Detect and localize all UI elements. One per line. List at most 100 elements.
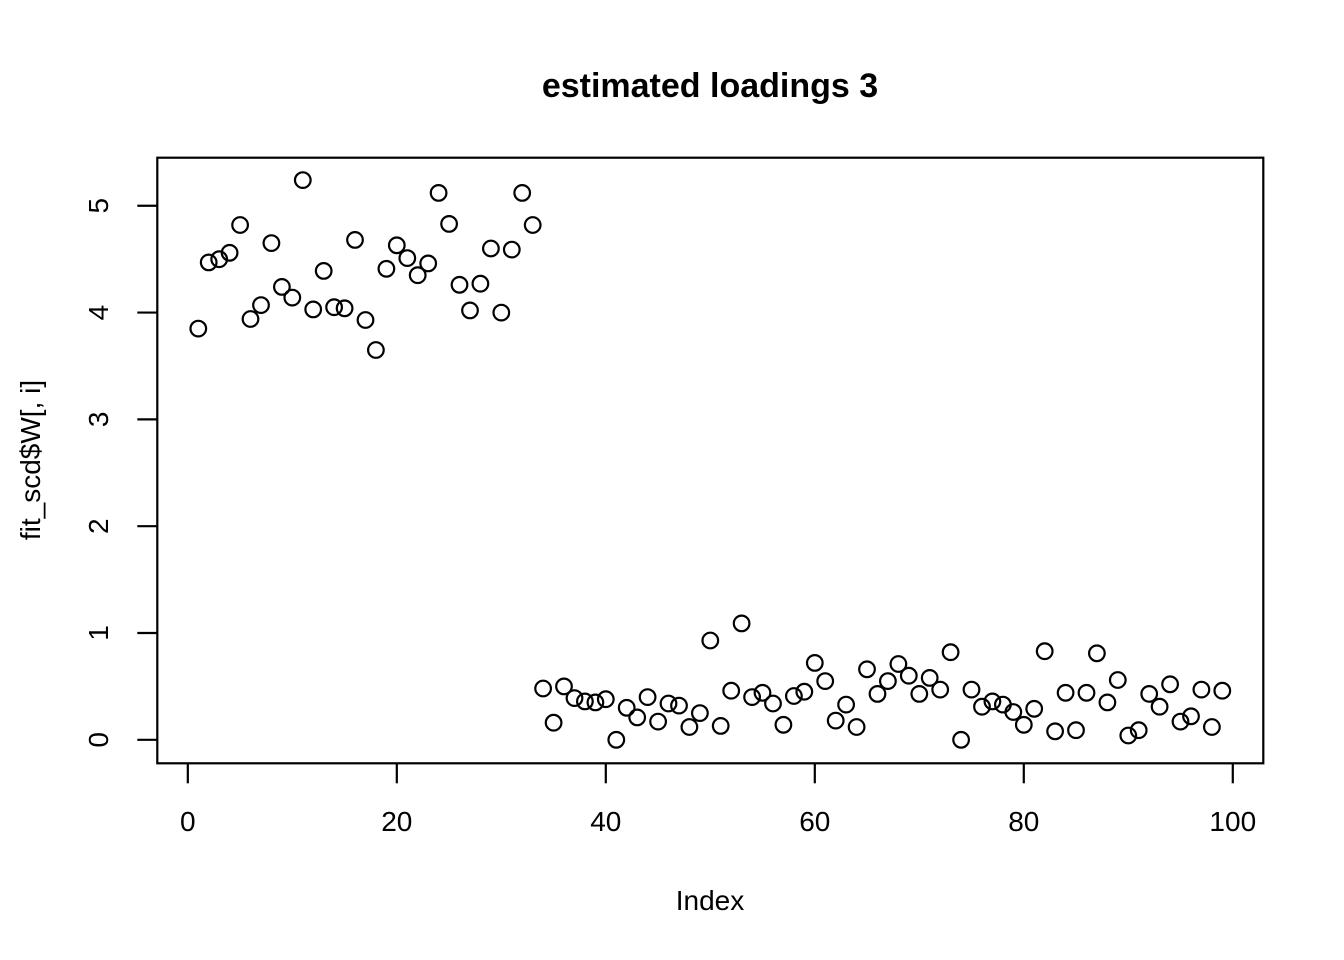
y-tick-label: 5 (83, 198, 114, 214)
data-point (377, 259, 396, 278)
data-point (534, 679, 552, 698)
data-point (387, 236, 406, 255)
data-point (262, 234, 281, 253)
x-tick-label: 60 (799, 806, 830, 837)
data-point (555, 677, 573, 696)
axis-ticks (137, 204, 1234, 784)
data-point (1077, 683, 1096, 702)
data-point (429, 183, 448, 202)
data-point (1056, 683, 1075, 702)
data-point (471, 274, 490, 293)
data-point (231, 216, 250, 234)
data-point (220, 243, 239, 262)
data-point (1046, 722, 1064, 741)
data-point (1098, 693, 1117, 712)
data-point (826, 711, 845, 730)
data-point (711, 717, 730, 735)
data-point (753, 683, 772, 702)
data-point (544, 713, 563, 732)
x-tick-label: 80 (1008, 806, 1039, 837)
data-point (670, 696, 688, 715)
data-point (314, 262, 333, 280)
x-tick-label: 40 (590, 806, 621, 837)
data-point (283, 288, 302, 307)
data-point (910, 685, 929, 703)
data-point (649, 712, 667, 731)
data-point (785, 687, 803, 705)
data-point (492, 303, 511, 322)
data-point (962, 680, 981, 699)
data-point (795, 682, 814, 701)
data-point (899, 666, 918, 685)
data-points (189, 171, 1232, 749)
data-point (482, 239, 500, 258)
data-point (691, 704, 709, 722)
data-point (1213, 681, 1232, 700)
data-point (774, 715, 793, 734)
data-point (1150, 697, 1169, 716)
data-point (628, 708, 647, 727)
data-point (576, 692, 594, 711)
chart-title: estimated loadings 3 (542, 67, 878, 105)
x-tick-label: 100 (1209, 806, 1256, 837)
data-point (1035, 642, 1054, 661)
data-point (1192, 680, 1211, 699)
data-point (1025, 699, 1044, 718)
data-point (1119, 726, 1138, 745)
data-point (983, 692, 1002, 711)
plot-box (156, 156, 1265, 765)
data-point (367, 341, 385, 359)
data-point (199, 253, 218, 272)
data-point (1182, 707, 1200, 726)
data-point (868, 685, 887, 703)
data-point (419, 254, 438, 273)
data-point (920, 669, 939, 687)
data-point (931, 680, 950, 699)
data-point (241, 310, 260, 328)
data-point (879, 672, 897, 690)
data-point (680, 718, 699, 736)
data-point (722, 681, 741, 700)
data-point (1171, 712, 1190, 731)
data-point (847, 718, 866, 736)
data-point (325, 298, 344, 317)
data-point (1087, 644, 1106, 663)
data-point (450, 275, 469, 294)
data-point (617, 698, 636, 717)
x-tick-label: 0 (180, 806, 196, 837)
data-point (1014, 715, 1033, 734)
data-point (701, 631, 720, 650)
data-point (596, 690, 615, 709)
data-point (252, 296, 270, 315)
data-point (973, 697, 991, 716)
data-point (461, 301, 479, 320)
data-point (1140, 685, 1159, 703)
data-point (1129, 721, 1148, 740)
data-point (335, 299, 354, 318)
data-point (638, 688, 657, 706)
data-point (304, 300, 323, 319)
data-point (440, 214, 459, 233)
y-tick-label: 0 (83, 732, 114, 748)
y-axis-label: fit_scd$W[, i] (15, 380, 46, 540)
data-point (607, 730, 626, 749)
data-point (565, 689, 584, 707)
data-point (1161, 675, 1179, 694)
y-tick-label: 3 (83, 412, 114, 428)
x-axis-label: Index (676, 885, 745, 916)
data-point (743, 688, 761, 706)
data-point (659, 694, 678, 713)
data-point (858, 660, 876, 679)
data-point (1202, 718, 1221, 736)
data-point (273, 278, 291, 296)
data-point (816, 672, 835, 690)
data-point (941, 643, 960, 662)
data-point (513, 183, 532, 202)
data-point (732, 614, 751, 633)
data-point (189, 319, 208, 338)
data-point (398, 249, 417, 268)
y-tick-label: 2 (83, 518, 114, 534)
x-tick-label: 20 (381, 806, 412, 837)
